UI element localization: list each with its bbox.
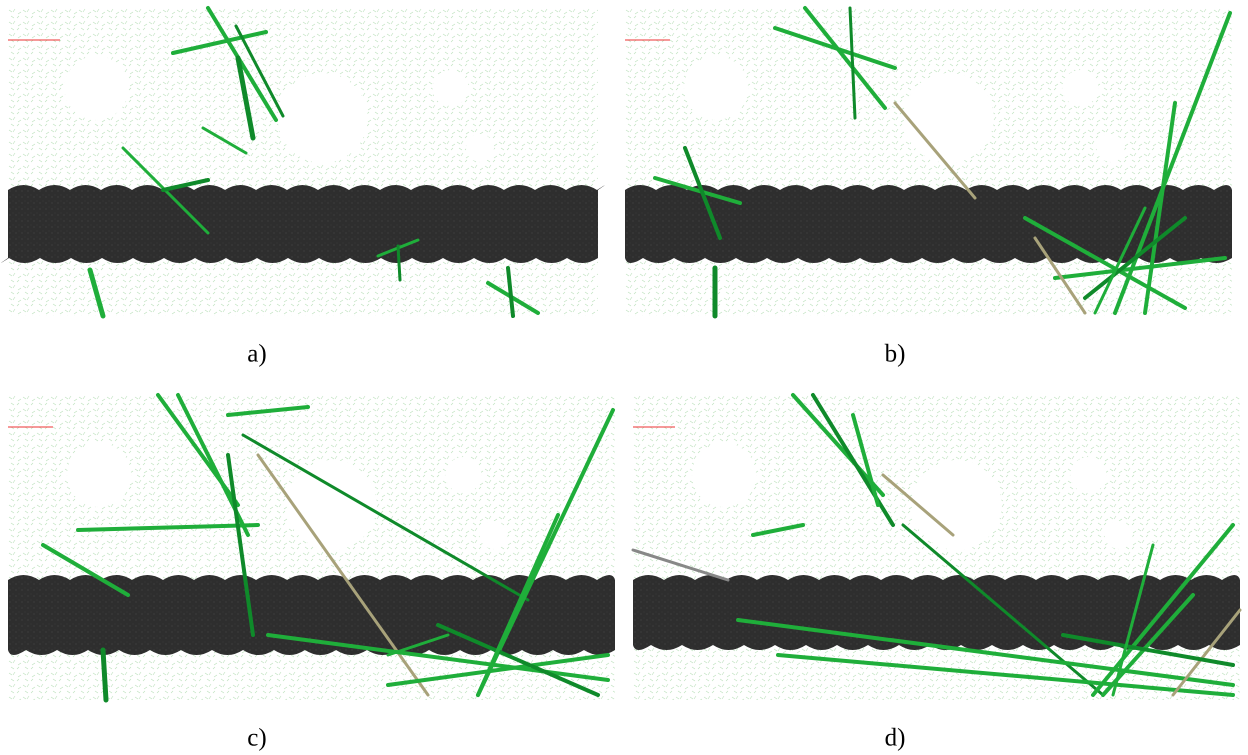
- dark-band: [1, 185, 605, 263]
- fibre: [398, 246, 400, 280]
- void: [67, 443, 131, 507]
- void: [445, 457, 481, 493]
- void: [1097, 134, 1125, 162]
- dark-band: [633, 575, 1240, 650]
- void: [480, 521, 508, 549]
- void: [904, 73, 994, 163]
- void: [1105, 521, 1133, 549]
- void: [692, 443, 756, 507]
- simulation-panel: [1, 8, 605, 316]
- simulation-panel: [625, 8, 1232, 316]
- panel-label: b): [885, 341, 906, 368]
- void: [912, 460, 1002, 550]
- void: [65, 56, 129, 120]
- void: [466, 134, 494, 162]
- fibre: [103, 650, 106, 700]
- panel-label: d): [885, 725, 906, 752]
- void: [1062, 70, 1098, 106]
- void: [433, 70, 469, 106]
- void: [278, 73, 368, 163]
- simulation-panel: [8, 395, 615, 700]
- simulation-panel: [633, 395, 1240, 700]
- panel-label: a): [247, 341, 266, 368]
- void: [1070, 457, 1106, 493]
- green-mesh: [633, 395, 1240, 700]
- panel-label: c): [247, 725, 266, 752]
- figure: a) b) c) d): [0, 0, 1248, 755]
- void: [684, 56, 748, 120]
